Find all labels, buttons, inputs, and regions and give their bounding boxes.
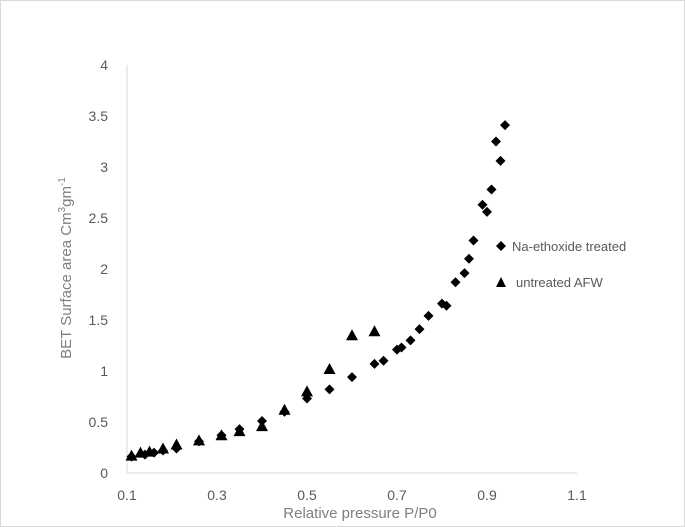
y-tick-label: 4 — [100, 57, 108, 73]
x-tick-label: 0.3 — [207, 487, 227, 503]
na-ethoxide-point — [450, 277, 461, 288]
untreated-afw-point — [323, 362, 336, 374]
na-ethoxide-point — [171, 443, 182, 454]
untreated-afw-point — [346, 329, 358, 341]
data-points — [125, 120, 510, 462]
na-ethoxide-point — [414, 324, 425, 335]
na-ethoxide-point — [459, 268, 470, 279]
y-tick-label: 3.5 — [89, 108, 109, 124]
na-ethoxide-point — [347, 372, 357, 383]
untreated-afw-point — [301, 385, 313, 397]
na-ethoxide-point — [486, 184, 497, 195]
y-tick-label: 3 — [100, 159, 108, 175]
x-tick-label: 0.1 — [117, 487, 137, 503]
na-ethoxide-point — [234, 424, 245, 435]
y-tick-label: 1 — [100, 363, 108, 379]
axis-ticks: 0.1 0.3 0.5 0.7 0.9 1.1 0 0.5 1 1.5 2 2.5 3 3.5 4 — [89, 57, 587, 503]
legend-entry-na-ethoxide-treated: Na-ethoxide treated — [496, 239, 626, 254]
x-tick-label: 0.9 — [477, 487, 497, 503]
na-ethoxide-point — [369, 358, 380, 369]
na-ethoxide-point — [216, 430, 227, 441]
na-ethoxide-point — [378, 355, 389, 366]
untreated-afw-point — [368, 325, 381, 337]
legend-label-untreated-afw: untreated AFW — [516, 275, 603, 290]
y-axis-title: BET Surface area Cm3gm-1 — [57, 177, 75, 359]
x-tick-label: 0.7 — [387, 487, 407, 503]
na-ethoxide-point — [194, 436, 204, 447]
na-ethoxide-point — [500, 120, 510, 131]
na-ethoxide-point — [126, 451, 137, 462]
na-ethoxide-point — [491, 136, 501, 147]
na-ethoxide-point — [396, 342, 407, 353]
na-ethoxide-point — [149, 447, 159, 458]
legend-entry-untreated-afw: untreated AFW — [496, 275, 603, 290]
y-tick-label: 2 — [100, 261, 108, 277]
legend-diamond-marker — [496, 241, 506, 251]
y-tick-label: 0.5 — [89, 414, 109, 430]
na-ethoxide-point — [468, 235, 479, 246]
na-ethoxide-point — [477, 199, 488, 210]
na-ethoxide-point — [405, 335, 416, 346]
na-ethoxide-point — [495, 155, 506, 166]
x-tick-label: 1.1 — [567, 487, 587, 503]
legend-triangle-marker — [496, 277, 506, 287]
na-ethoxide-point — [423, 310, 434, 321]
legend-label-na-ethoxide-treated: Na-ethoxide treated — [512, 239, 626, 254]
legend: Na-ethoxide treated untreated AFW — [496, 239, 626, 290]
x-tick-label: 0.5 — [297, 487, 317, 503]
y-tick-label: 0 — [100, 465, 108, 481]
na-ethoxide-point — [279, 406, 290, 417]
na-ethoxide-point — [482, 206, 492, 217]
na-ethoxide-point — [441, 300, 452, 311]
y-tick-label: 1.5 — [89, 312, 109, 328]
x-axis-title: Relative pressure P/P0 — [283, 505, 436, 522]
na-ethoxide-point — [158, 445, 168, 456]
na-ethoxide-point — [140, 449, 150, 460]
na-ethoxide-point — [257, 415, 267, 426]
y-tick-label: 2.5 — [89, 210, 109, 226]
na-ethoxide-point — [464, 253, 474, 264]
na-ethoxide-point — [324, 384, 335, 395]
na-ethoxide-point — [302, 393, 312, 404]
